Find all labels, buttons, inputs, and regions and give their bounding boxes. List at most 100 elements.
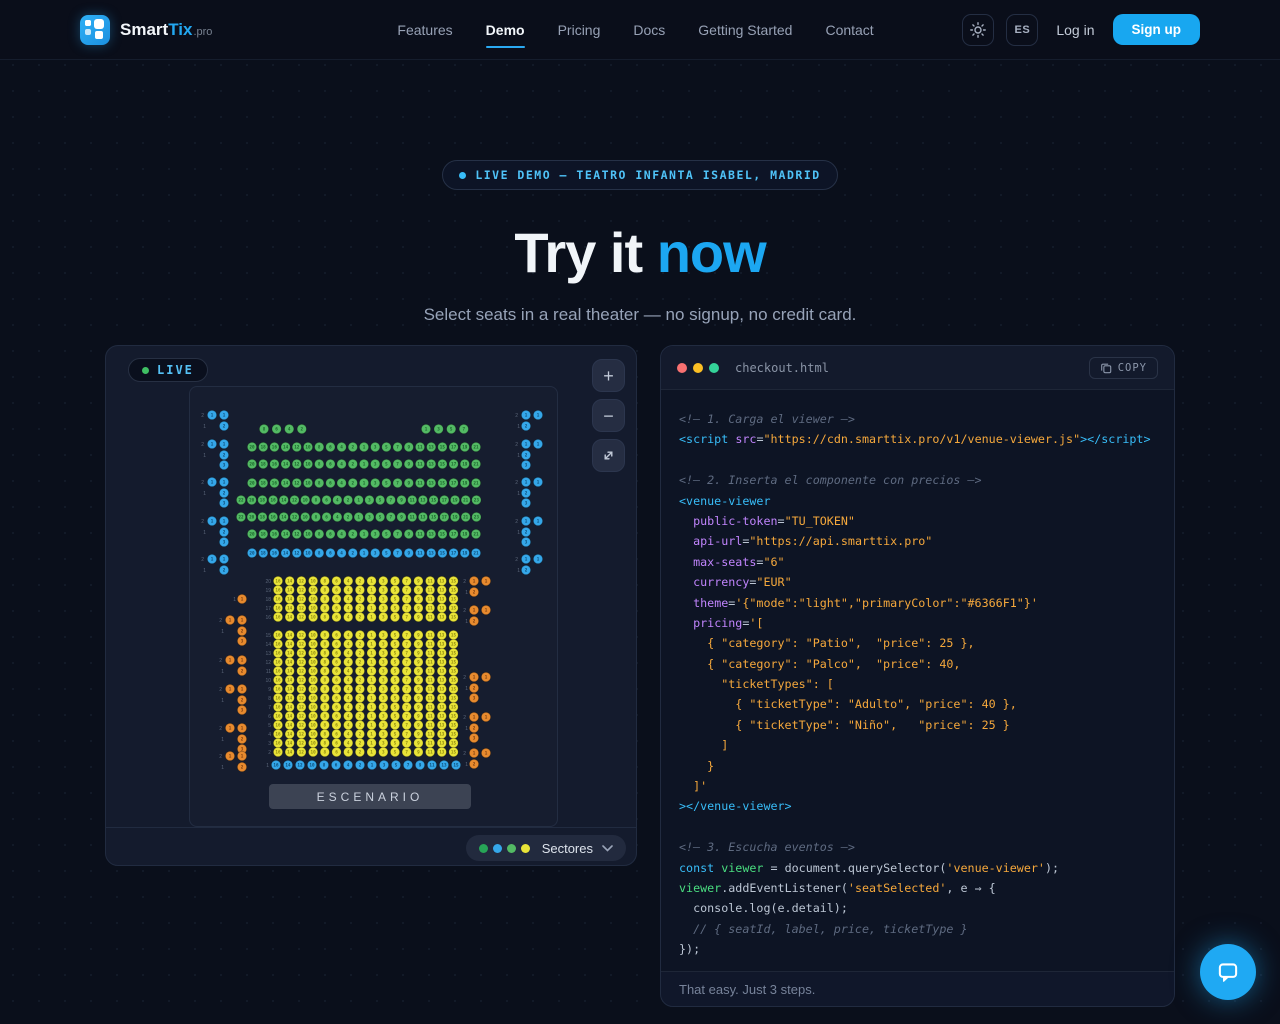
seat[interactable] (364, 494, 375, 506)
seat[interactable] (258, 441, 269, 453)
seat[interactable] (343, 746, 354, 758)
seat[interactable] (236, 750, 248, 762)
seat[interactable] (448, 611, 459, 623)
seat[interactable] (319, 611, 330, 623)
seat[interactable] (532, 438, 544, 450)
seat[interactable] (468, 615, 480, 627)
seat[interactable] (403, 528, 414, 540)
seat[interactable] (206, 409, 218, 421)
seat[interactable] (428, 511, 439, 523)
seat[interactable] (308, 611, 319, 623)
seat[interactable] (470, 441, 482, 453)
seat[interactable] (381, 458, 392, 470)
seat[interactable] (278, 494, 289, 506)
seat[interactable] (354, 759, 366, 771)
seat[interactable] (448, 547, 459, 559)
seat[interactable] (278, 511, 289, 523)
seat[interactable] (468, 604, 480, 616)
seat[interactable] (520, 420, 532, 432)
seat[interactable] (336, 441, 347, 453)
seat[interactable] (459, 528, 470, 540)
seat[interactable] (414, 441, 426, 453)
zoom-in-button[interactable]: + (592, 359, 625, 392)
seat[interactable] (206, 476, 218, 488)
seat[interactable] (269, 528, 280, 540)
seat[interactable] (269, 477, 280, 489)
seat[interactable] (480, 671, 492, 683)
seat[interactable] (413, 746, 424, 758)
seat[interactable] (257, 511, 268, 523)
seat[interactable] (236, 625, 248, 637)
seat[interactable] (258, 458, 269, 470)
seat[interactable] (336, 528, 347, 540)
seat[interactable] (236, 654, 248, 666)
seat[interactable] (358, 441, 370, 453)
seat[interactable] (246, 477, 258, 489)
seat[interactable] (280, 458, 291, 470)
seat[interactable] (437, 458, 448, 470)
seat[interactable] (332, 511, 343, 523)
seat[interactable] (270, 759, 282, 771)
seat[interactable] (468, 671, 480, 683)
seat[interactable] (396, 494, 407, 506)
seat[interactable] (420, 423, 432, 435)
seat[interactable] (458, 423, 469, 435)
seat[interactable] (520, 564, 532, 576)
seat[interactable] (258, 528, 269, 540)
seat[interactable] (520, 515, 532, 527)
language-button[interactable]: ES (1006, 13, 1039, 46)
seat[interactable] (370, 528, 381, 540)
seat[interactable] (218, 536, 230, 548)
seat[interactable] (358, 458, 370, 470)
seat[interactable] (246, 441, 258, 453)
seat[interactable] (392, 441, 403, 453)
seat[interactable] (520, 497, 532, 509)
seat[interactable] (236, 683, 248, 695)
seat[interactable] (437, 441, 448, 453)
seat[interactable] (321, 494, 332, 506)
seat[interactable] (289, 511, 300, 523)
seat[interactable] (269, 547, 280, 559)
seat[interactable] (343, 611, 354, 623)
seat[interactable] (480, 604, 492, 616)
seat[interactable] (308, 746, 319, 758)
seat[interactable] (353, 511, 364, 523)
seat[interactable] (347, 547, 358, 559)
seat[interactable] (280, 547, 291, 559)
seat[interactable] (437, 547, 448, 559)
seat[interactable] (289, 494, 300, 506)
seat[interactable] (448, 528, 459, 540)
seat[interactable] (417, 494, 428, 506)
seat[interactable] (426, 477, 437, 489)
seat[interactable] (470, 528, 482, 540)
seat[interactable] (520, 409, 532, 421)
seat[interactable] (532, 553, 544, 565)
seat[interactable] (291, 458, 302, 470)
seat[interactable] (236, 722, 248, 734)
seat[interactable] (300, 494, 311, 506)
seat[interactable] (438, 759, 450, 771)
seat[interactable] (272, 746, 284, 758)
seat[interactable] (401, 611, 412, 623)
seat[interactable] (385, 511, 396, 523)
brand-logo[interactable]: SmartTix.pro (80, 14, 212, 45)
seat[interactable] (280, 528, 291, 540)
seat[interactable] (375, 511, 386, 523)
seat[interactable] (235, 511, 247, 523)
seat[interactable] (381, 441, 392, 453)
seat[interactable] (218, 449, 230, 461)
seat[interactable] (378, 611, 389, 623)
nav-link-docs[interactable]: Docs (633, 21, 666, 38)
seat[interactable] (532, 409, 544, 421)
seat[interactable] (269, 441, 280, 453)
seat[interactable] (206, 515, 218, 527)
seat[interactable] (448, 477, 459, 489)
seat[interactable] (246, 458, 258, 470)
seat[interactable] (218, 438, 230, 450)
seat[interactable] (236, 593, 248, 605)
seat[interactable] (332, 494, 343, 506)
seat[interactable] (468, 758, 480, 770)
seat[interactable] (480, 747, 492, 759)
seat[interactable] (414, 477, 426, 489)
seat[interactable] (331, 611, 342, 623)
